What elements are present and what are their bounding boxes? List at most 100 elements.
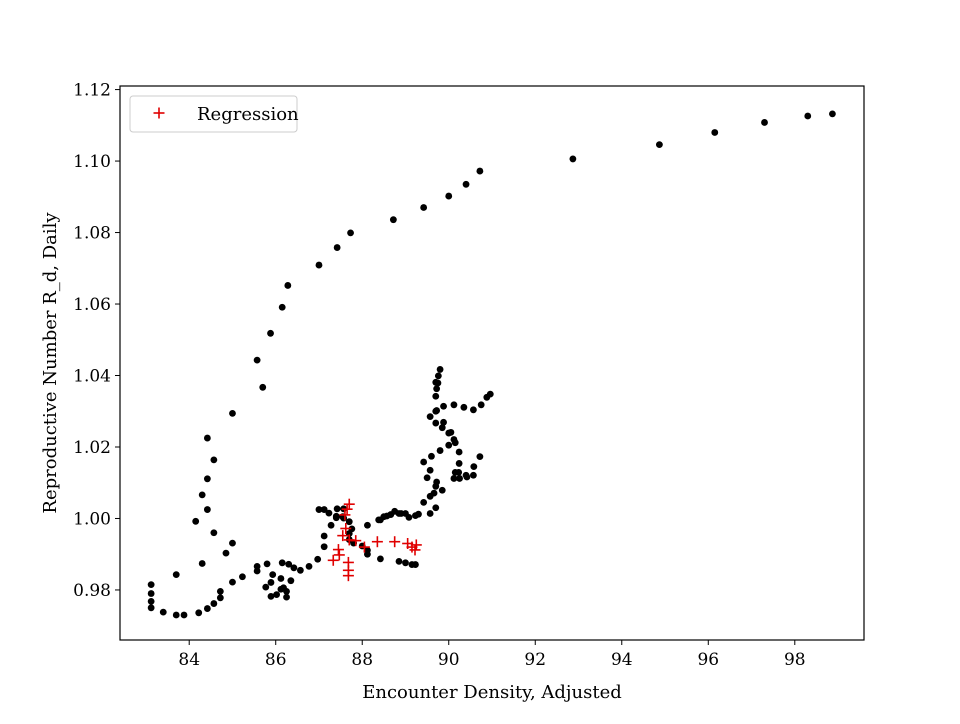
x-tick-label: 94 — [611, 650, 633, 670]
regression-point — [410, 539, 422, 551]
data-point — [451, 439, 459, 447]
data-point — [192, 517, 200, 525]
data-point — [445, 429, 453, 437]
regression-point — [333, 549, 345, 561]
data-point — [210, 529, 218, 537]
x-tick-label: 84 — [178, 650, 200, 670]
data-point — [412, 561, 419, 568]
data-point — [432, 419, 440, 427]
data-point — [263, 560, 271, 568]
data-point — [451, 468, 459, 476]
data-point — [239, 573, 246, 581]
data-point — [147, 590, 155, 597]
data-point — [172, 571, 180, 578]
data-point — [314, 555, 322, 563]
data-point — [428, 452, 435, 460]
data-point — [420, 204, 428, 211]
data-point — [412, 512, 419, 520]
data-point — [203, 506, 211, 513]
plot-marks — [147, 110, 836, 619]
data-point — [426, 510, 434, 517]
data-point — [430, 489, 438, 497]
data-point — [433, 385, 441, 393]
regression-point — [332, 544, 344, 556]
data-point — [333, 505, 341, 513]
data-point — [455, 448, 463, 456]
plot-frame — [119, 85, 865, 641]
legend-plus-marker — [153, 107, 165, 119]
data-point — [405, 514, 413, 521]
data-point — [391, 507, 399, 515]
data-point — [210, 456, 218, 464]
data-point — [229, 409, 236, 417]
x-tick-label: 90 — [438, 650, 460, 670]
data-point — [159, 608, 167, 616]
regression-point — [340, 522, 352, 534]
data-point — [147, 597, 155, 605]
x-tick-label: 86 — [265, 650, 287, 670]
x-tick-label: 88 — [351, 650, 373, 670]
data-point — [277, 575, 285, 582]
data-point — [229, 578, 236, 586]
data-point — [432, 392, 440, 400]
data-point — [445, 441, 453, 449]
data-point — [216, 594, 224, 602]
data-point — [476, 167, 484, 175]
data-point — [383, 512, 391, 520]
data-point — [423, 474, 431, 482]
data-point — [364, 521, 371, 529]
data-point — [402, 559, 409, 567]
data-point — [440, 418, 447, 426]
regression-point — [327, 554, 339, 566]
data-point — [283, 587, 290, 595]
data-point — [333, 244, 341, 251]
data-point — [253, 356, 261, 364]
data-point — [389, 216, 397, 224]
data-point — [486, 390, 494, 398]
data-point — [203, 475, 211, 483]
data-point — [229, 539, 236, 547]
x-axis-ticks: 84 86 88 90 92 94 96 98 — [178, 640, 806, 670]
data-point — [433, 407, 441, 414]
data-point — [377, 555, 384, 563]
y-tick-label: 1.08 — [73, 224, 111, 244]
data-point — [450, 475, 458, 482]
data-point — [198, 491, 206, 499]
data-point — [476, 453, 484, 461]
data-point — [829, 110, 836, 118]
regression-point — [358, 541, 370, 553]
y-tick-label: 1.10 — [73, 152, 111, 172]
data-point — [267, 329, 274, 337]
data-point — [332, 512, 340, 520]
regression-point — [371, 536, 383, 548]
data-point — [267, 579, 275, 586]
regression-point — [342, 570, 354, 582]
data-point — [296, 566, 304, 574]
data-point — [315, 261, 323, 269]
data-point — [147, 581, 155, 588]
x-axis-label: Encounter Density, Adjusted — [362, 682, 622, 703]
data-point — [438, 424, 446, 432]
regression-point — [389, 536, 401, 548]
y-tick-label: 1.04 — [73, 367, 111, 387]
data-point — [222, 549, 230, 557]
data-point — [432, 504, 440, 512]
data-point — [210, 600, 218, 607]
data-point — [456, 475, 463, 482]
data-point — [462, 180, 470, 188]
data-point — [203, 434, 211, 442]
data-point — [711, 129, 719, 136]
y-tick-label: 0.98 — [73, 581, 111, 601]
data-point — [180, 611, 188, 619]
data-point — [259, 383, 267, 391]
regression-point — [339, 509, 351, 521]
y-axis-label: Reproductive Number R_d, Daily — [40, 212, 61, 514]
data-point — [434, 379, 442, 387]
regression-point — [409, 544, 421, 556]
data-point — [327, 521, 335, 529]
data-point — [320, 532, 328, 540]
data-point — [450, 401, 458, 409]
data-point — [253, 562, 261, 570]
